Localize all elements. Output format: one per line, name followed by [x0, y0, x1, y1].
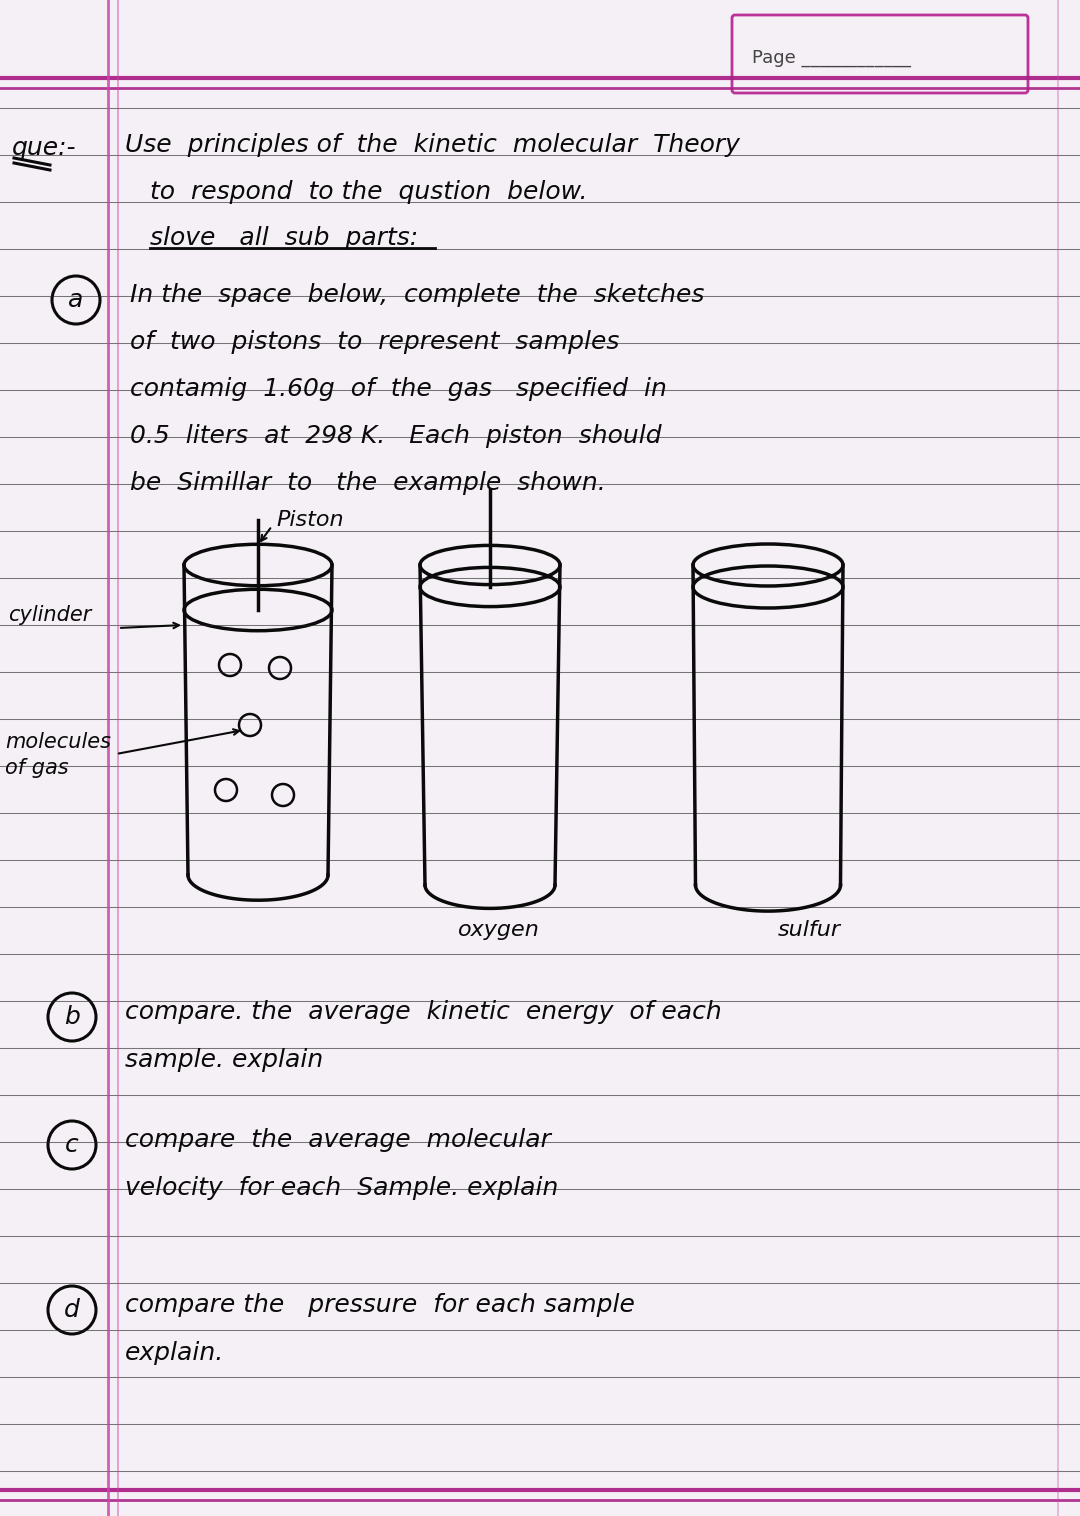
Text: 0.5  liters  at  298 K.   Each  piston  should: 0.5 liters at 298 K. Each piston should: [130, 424, 662, 449]
Text: compare  the  average  molecular: compare the average molecular: [125, 1128, 551, 1152]
Text: molecules: molecules: [5, 732, 111, 752]
Text: be  Simillar  to   the  example  shown.: be Simillar to the example shown.: [130, 471, 606, 496]
Text: Use  principles of  the  kinetic  molecular  Theory: Use principles of the kinetic molecular …: [125, 133, 740, 158]
Text: In the  space  below,  complete  the  sketches: In the space below, complete the sketche…: [130, 283, 704, 308]
Text: Piston: Piston: [276, 509, 343, 531]
Text: of  two  pistons  to  represent  samples: of two pistons to represent samples: [130, 330, 619, 355]
Text: oxygen: oxygen: [458, 920, 540, 940]
Text: velocity  for each  Sample. explain: velocity for each Sample. explain: [125, 1176, 558, 1201]
Text: to  respond  to the  qustion  below.: to respond to the qustion below.: [150, 180, 588, 205]
FancyBboxPatch shape: [732, 15, 1028, 92]
Text: compare. the  average  kinetic  energy  of each: compare. the average kinetic energy of e…: [125, 1001, 721, 1023]
Text: cylinder: cylinder: [8, 605, 92, 625]
Text: slove   all  sub  parts:: slove all sub parts:: [150, 226, 418, 250]
Text: compare the   pressure  for each sample: compare the pressure for each sample: [125, 1293, 635, 1317]
Text: Page ____________: Page ____________: [752, 49, 912, 67]
Text: b: b: [64, 1005, 80, 1029]
Text: explain.: explain.: [125, 1342, 225, 1364]
Text: sulfur: sulfur: [778, 920, 841, 940]
Text: contamig  1.60g  of  the  gas   specified  in: contamig 1.60g of the gas specified in: [130, 377, 666, 402]
Text: a: a: [68, 288, 83, 312]
Text: d: d: [64, 1298, 80, 1322]
Text: c: c: [65, 1132, 79, 1157]
Text: sample. explain: sample. explain: [125, 1048, 323, 1072]
Text: of gas: of gas: [5, 758, 69, 778]
Text: que:-: que:-: [12, 136, 77, 161]
